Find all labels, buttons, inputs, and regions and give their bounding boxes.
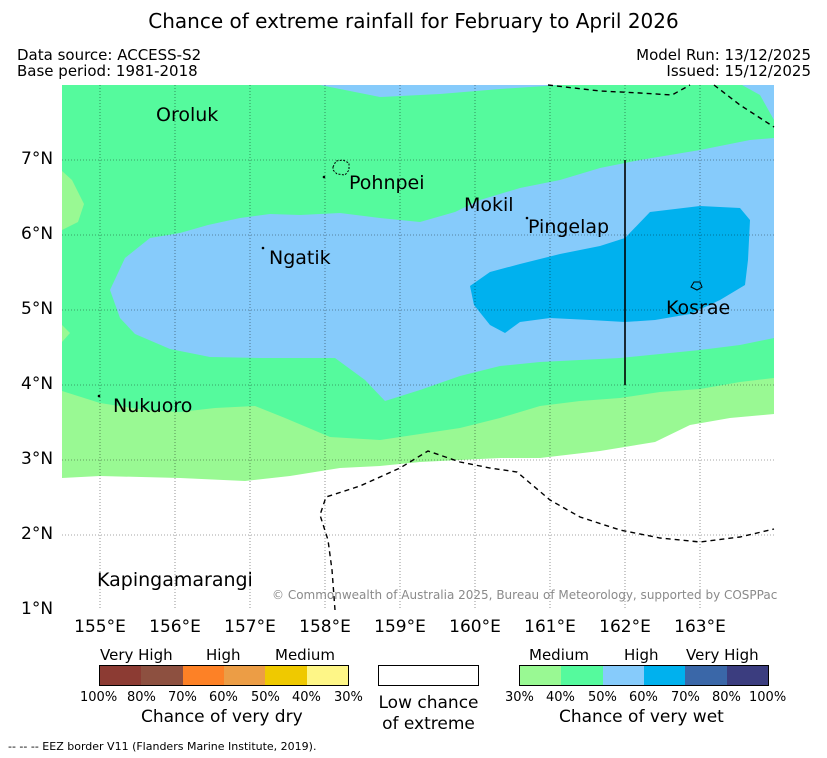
dry-group-label: Very High	[100, 646, 173, 664]
model-run: Model Run: 13/12/2025	[636, 46, 811, 64]
label-kosrae: Kosrae	[666, 297, 731, 319]
lat-label: 1°N	[21, 599, 54, 619]
wet-tick: 60%	[629, 690, 658, 705]
wet-tick: 30%	[505, 690, 534, 705]
dry-tick: 40%	[292, 690, 321, 705]
eez-border-south	[319, 450, 775, 611]
wet-group-label: Very High	[686, 646, 759, 664]
label-nukuoro: Nukuoro	[113, 395, 193, 417]
ngatik-mark	[261, 246, 265, 250]
issued-date: Issued: 15/12/2025	[666, 62, 811, 80]
wet-50-region	[110, 85, 774, 401]
low-chance-caption-1: Low chance	[378, 693, 479, 713]
lon-label: 162°E	[599, 617, 651, 637]
label-ngatik: Ngatik	[269, 247, 331, 269]
data-source: Data source: ACCESS-S2	[17, 46, 202, 64]
wet-swatch-70	[685, 666, 727, 685]
ant-atoll-mark	[322, 175, 326, 179]
wet-swatch-80	[726, 666, 768, 685]
low-chance-caption-2: of extreme	[382, 714, 475, 734]
copyright-notice: © Commonwealth of Australia 2025, Bureau…	[272, 588, 778, 602]
dry-swatch-100	[100, 666, 142, 685]
dry-tick: 60%	[209, 690, 238, 705]
label-mokil: Mokil	[464, 194, 514, 216]
wet-tick: 80%	[712, 690, 741, 705]
wet-swatch-50	[602, 666, 644, 685]
kosrae-outline	[690, 281, 703, 291]
map-area	[62, 85, 774, 610]
wet-swatch-60	[643, 666, 686, 685]
dry-swatch-80	[141, 666, 183, 685]
dry-tick: 70%	[168, 690, 197, 705]
dry-tick: 80%	[127, 690, 156, 705]
dry-group-label: Medium	[275, 646, 335, 664]
lat-label: 4°N	[21, 374, 54, 394]
islands	[97, 159, 703, 398]
wet-tick: 100%	[749, 690, 787, 705]
eez-borders	[319, 84, 775, 611]
dry-tick: 30%	[334, 690, 363, 705]
chart-title: Chance of extreme rainfall for February …	[148, 9, 679, 33]
label-oroluk: Oroluk	[156, 104, 219, 126]
lon-label: 155°E	[74, 617, 126, 637]
eez-border-northeast	[713, 84, 775, 128]
low-chance-swatch	[378, 665, 479, 686]
dry-group-label: High	[206, 646, 241, 664]
eez-footnote: -- -- -- EEZ border V11 (Flanders Marine…	[8, 740, 317, 753]
dry-swatch-70	[182, 666, 224, 685]
label-pohnpei: Pohnpei	[349, 172, 425, 194]
lon-label: 158°E	[299, 617, 351, 637]
lat-label: 6°N	[21, 224, 54, 244]
wet-30-patch-west	[62, 171, 84, 230]
pohnpei-outline	[332, 159, 350, 176]
dry-tick: 100%	[80, 690, 118, 705]
dry-swatch-60	[223, 666, 266, 685]
lon-label: 161°E	[524, 617, 576, 637]
wet-tick: 50%	[588, 690, 617, 705]
wet-tick: 40%	[546, 690, 575, 705]
lon-label: 160°E	[449, 617, 501, 637]
wet-swatch-30	[520, 666, 562, 685]
wet-swatch-40	[561, 666, 603, 685]
dry-caption: Chance of very dry	[141, 707, 303, 727]
wet-caption: Chance of very wet	[559, 707, 724, 727]
dry-color-bar	[99, 665, 349, 686]
eez-border-north	[547, 84, 691, 96]
lon-label: 156°E	[149, 617, 201, 637]
wet-color-bar	[519, 665, 769, 686]
dry-swatch-50	[265, 666, 307, 685]
label-kapingamarangi: Kapingamarangi	[97, 569, 253, 591]
wet-30-patch-west-small	[62, 325, 70, 342]
wet-60-region	[470, 206, 750, 333]
lat-label: 2°N	[21, 524, 54, 544]
base-period: Base period: 1981-2018	[17, 62, 198, 80]
lat-label: 5°N	[21, 299, 54, 319]
dry-swatch-40	[306, 666, 348, 685]
wet-group-label: Medium	[529, 646, 589, 664]
pingelap-mark	[525, 216, 529, 220]
label-pingelap: Pingelap	[528, 216, 610, 238]
wet-group-label: High	[624, 646, 659, 664]
nukuoro-mark	[97, 394, 101, 398]
lon-label: 159°E	[374, 617, 426, 637]
lat-label: 3°N	[21, 449, 54, 469]
lat-label: 7°N	[21, 149, 54, 169]
dry-tick: 50%	[251, 690, 280, 705]
wet-tick: 70%	[671, 690, 700, 705]
lon-label: 157°E	[224, 617, 276, 637]
lon-label: 163°E	[674, 617, 726, 637]
